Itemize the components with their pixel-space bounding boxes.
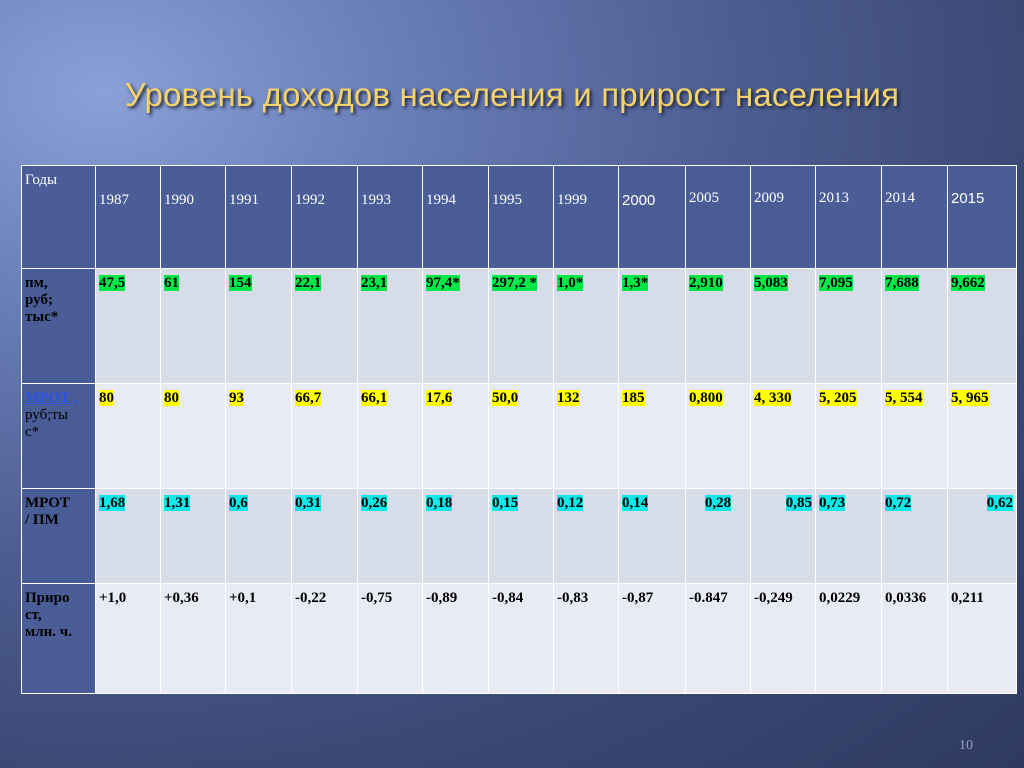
year-header: 2013 <box>815 165 882 269</box>
table-row-mrot-pm: МРОТ / ПМ 1,68 1,31 0,6 0,31 0,26 0,18 0… <box>21 488 1017 584</box>
table-row-pm: пм, руб; тыс* 47,5 61 154 22,1 23,1 97,4… <box>21 268 1017 384</box>
table-cell: 0,6 <box>229 495 248 511</box>
year-header: 2000 <box>618 165 686 269</box>
table-cell: 0,211 <box>951 590 984 606</box>
table-cell: 5,083 <box>754 275 788 291</box>
table-cell: 5, 554 <box>885 390 923 406</box>
year-header: 1994 <box>422 165 489 269</box>
table-cell: 66,7 <box>295 390 322 406</box>
table-cell: 5, 205 <box>819 390 857 406</box>
table-cell: 0,0229 <box>819 590 861 606</box>
year-header: 1995 <box>488 165 554 269</box>
table-cell: 0,15 <box>492 495 519 511</box>
table-cell: +0,36 <box>164 590 199 606</box>
table-cell: 0,85 <box>785 495 812 511</box>
table-cell: 17,6 <box>426 390 453 406</box>
table-cell: 0,800 <box>689 390 723 406</box>
table-cell: 97,4* <box>426 275 460 291</box>
table-cell: 132 <box>557 390 580 406</box>
table-cell: 1,0* <box>557 275 584 291</box>
table-cell: 22,1 <box>295 275 322 291</box>
table-cell: -0,22 <box>295 590 327 606</box>
year-header: 1999 <box>553 165 619 269</box>
table-cell: 1,31 <box>164 495 191 511</box>
table-cell: -0,84 <box>492 590 524 606</box>
row-label-pm: пм, руб; тыс* <box>21 268 96 384</box>
mrot-link[interactable]: МРОТ , <box>25 390 78 406</box>
row-label-mrot-pm: МРОТ / ПМ <box>21 488 96 584</box>
table-cell: -0,249 <box>754 590 793 606</box>
table-cell: 0,31 <box>295 495 322 511</box>
table-cell: 185 <box>622 390 645 406</box>
table-cell: 9,662 <box>951 275 985 291</box>
table-cell: 1,68 <box>99 495 126 511</box>
table-cell: -0.847 <box>689 590 728 606</box>
table-cell: 0,72 <box>885 495 912 511</box>
table-cell: -0,75 <box>361 590 393 606</box>
year-header: 2005 <box>685 165 751 269</box>
slide-number: 10 <box>959 738 973 753</box>
table-cell: 4, 330 <box>754 390 792 406</box>
table-cell: +0,1 <box>229 590 257 606</box>
table-cell: 1,3* <box>622 275 649 291</box>
table-cell: 80 <box>164 390 179 406</box>
year-header: 1987 <box>95 165 161 269</box>
table-cell: 0,12 <box>557 495 584 511</box>
year-header: 2014 <box>881 165 948 269</box>
table-row-mrot: МРОТ , руб;ты с* 80 80 93 66,7 66,1 17,6… <box>21 383 1017 489</box>
table-cell: 7,688 <box>885 275 919 291</box>
table-cell: 93 <box>229 390 244 406</box>
table-cell: 2,910 <box>689 275 723 291</box>
year-header: 1990 <box>160 165 226 269</box>
table-cell: -0,83 <box>557 590 589 606</box>
row-label-mrot: МРОТ , руб;ты с* <box>21 383 96 489</box>
header-label-years: Годы <box>21 165 96 269</box>
table-cell: 61 <box>164 275 179 291</box>
table-cell: 50,0 <box>492 390 519 406</box>
table-cell: +1,0 <box>99 590 127 606</box>
table-cell: 5, 965 <box>951 390 989 406</box>
year-header: 2015 <box>947 165 1017 269</box>
table-cell: 0,14 <box>622 495 649 511</box>
table-cell: 0,28 <box>704 495 732 511</box>
row-label-growth: Приро ст, млн. ч. <box>21 583 96 694</box>
table-cell: 7,095 <box>819 275 853 291</box>
table-cell: 297,2 * <box>492 275 537 291</box>
table-cell: 0,0336 <box>885 590 927 606</box>
income-population-table: Годы 1987 1990 1991 1992 1993 1994 1995 … <box>21 165 1017 694</box>
table-cell: -0,87 <box>622 590 654 606</box>
year-header: 1993 <box>357 165 423 269</box>
slide-title: Уровень доходов населения и прирост насе… <box>124 76 900 113</box>
table-cell: 154 <box>229 275 252 291</box>
table-header-row: Годы 1987 1990 1991 1992 1993 1994 1995 … <box>21 165 1017 269</box>
year-header: 1992 <box>291 165 358 269</box>
year-header: 1991 <box>225 165 292 269</box>
table-cell: 0,62 <box>986 495 1013 511</box>
table-cell: 23,1 <box>361 275 388 291</box>
table-cell: 47,5 <box>99 275 126 291</box>
table-cell: 0,18 <box>426 495 453 511</box>
table-cell: 80 <box>99 390 114 406</box>
year-header: 2009 <box>750 165 816 269</box>
table-cell: 0,73 <box>819 495 846 511</box>
table-cell: -0,89 <box>426 590 458 606</box>
table-row-growth: Приро ст, млн. ч. +1,0 +0,36 +0,1 -0,22 … <box>21 583 1017 694</box>
table-cell: 66,1 <box>361 390 388 406</box>
table-cell: 0,26 <box>361 495 388 511</box>
